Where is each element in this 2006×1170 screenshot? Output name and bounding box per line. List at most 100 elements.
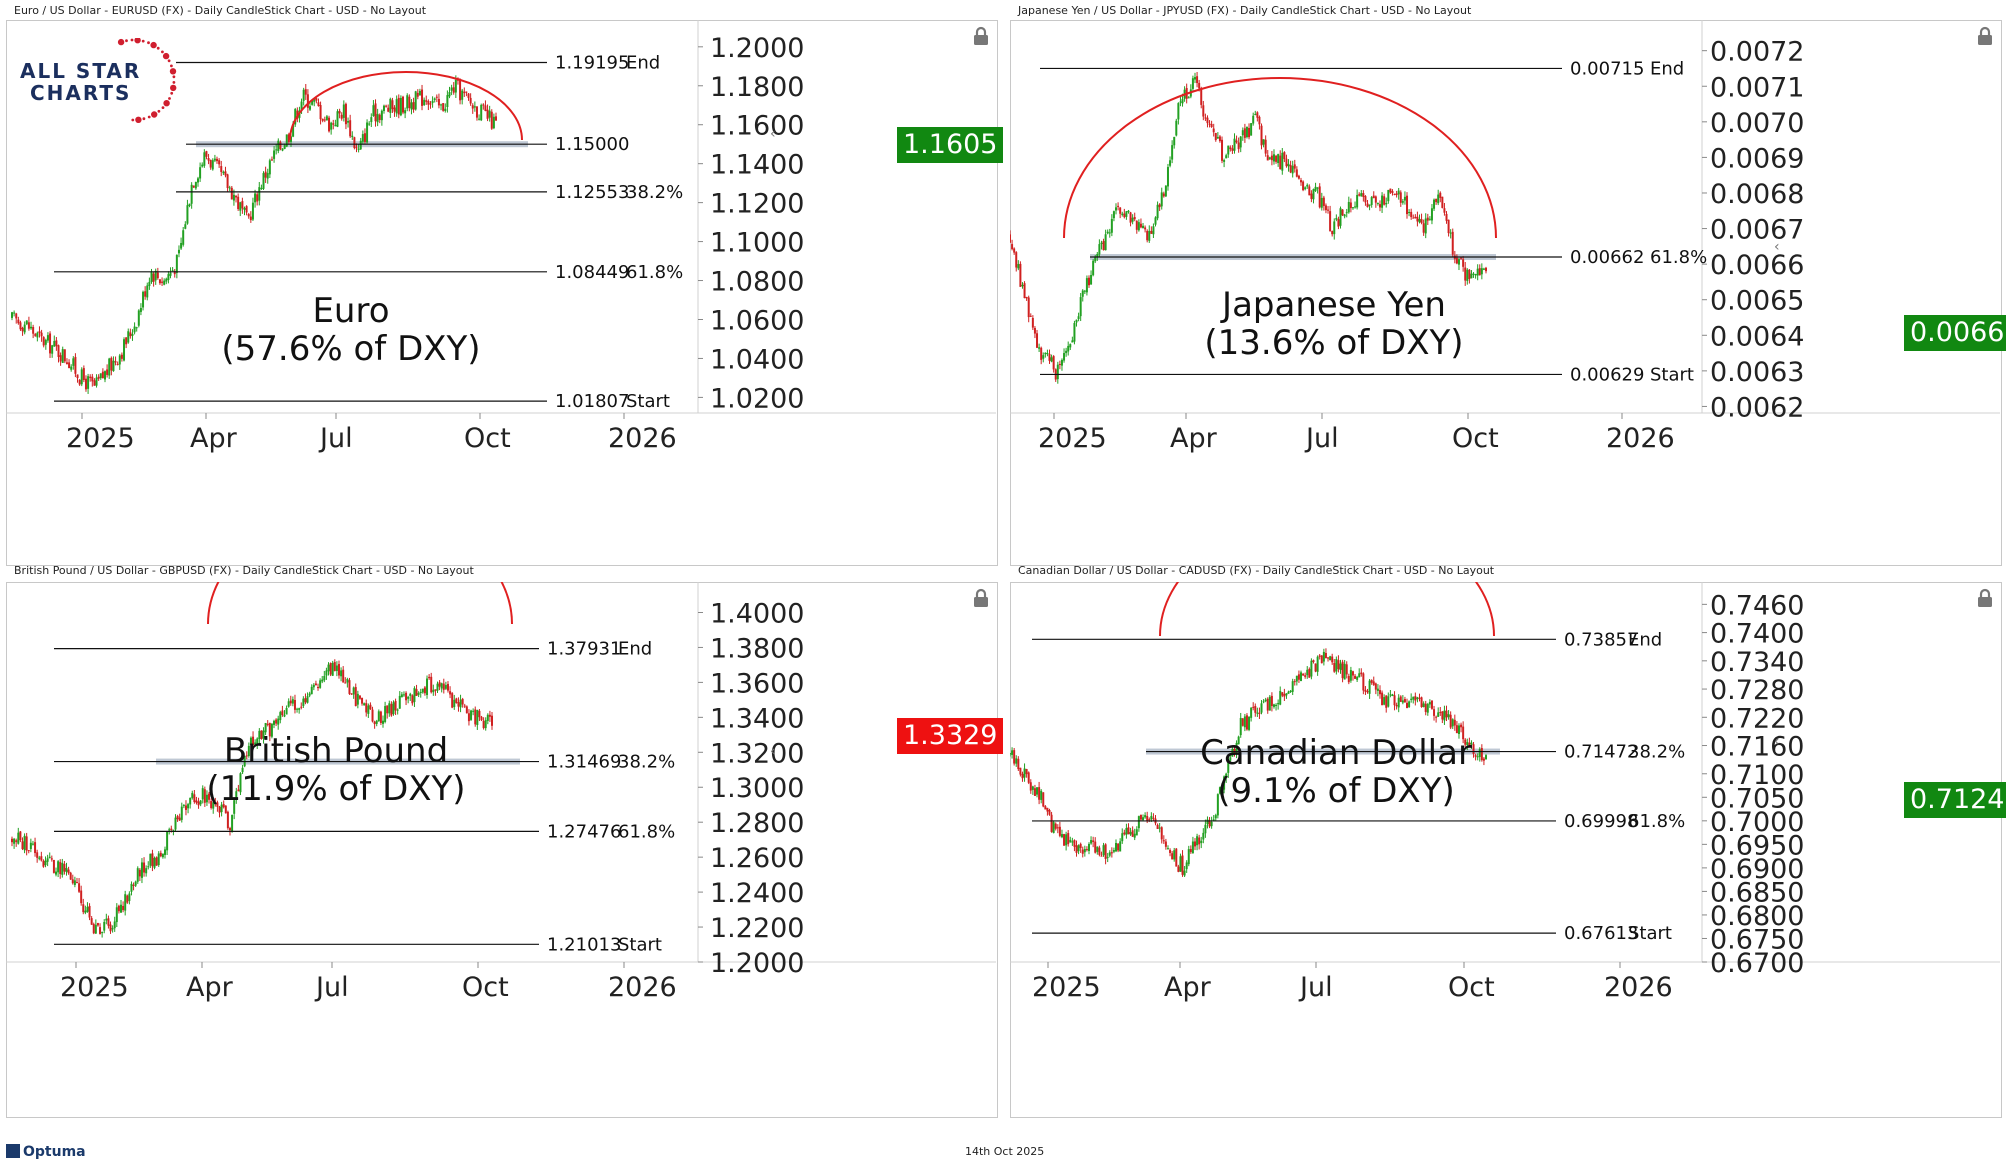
candle <box>1335 214 1338 222</box>
lock-icon[interactable] <box>1976 26 1994 46</box>
candle <box>80 367 83 387</box>
candle <box>176 814 179 822</box>
candle <box>377 709 380 722</box>
candle <box>86 902 89 913</box>
candle-body <box>1127 827 1130 835</box>
candle <box>1223 158 1226 168</box>
candle-body <box>51 345 54 354</box>
logo-star <box>167 59 171 63</box>
chevron-left-icon[interactable]: ‹ <box>770 744 776 760</box>
candle <box>279 140 282 151</box>
candle-body <box>133 326 136 333</box>
candle <box>1378 200 1381 212</box>
candle-body <box>476 709 479 726</box>
candle-body <box>1368 204 1371 206</box>
candle <box>114 356 117 366</box>
candle <box>484 717 487 731</box>
candle <box>218 158 221 168</box>
candle-body <box>1212 128 1215 133</box>
candle-body <box>308 693 311 696</box>
candle-body <box>1250 123 1253 136</box>
candle <box>332 119 335 130</box>
candle-body <box>57 861 60 873</box>
candle-body <box>140 862 143 878</box>
candle <box>59 352 62 366</box>
candle-body <box>328 117 331 132</box>
level-tag-label: End <box>618 639 652 660</box>
candle-body <box>1235 742 1238 754</box>
candle <box>416 89 419 100</box>
candle-body <box>1063 353 1066 361</box>
candle <box>421 84 424 111</box>
chevron-left-icon[interactable]: ‹ <box>1774 239 1780 255</box>
x-tick-label: Apr <box>186 972 234 1003</box>
candle-body <box>1223 776 1226 790</box>
candle-body <box>334 124 337 127</box>
candle <box>1424 700 1427 716</box>
candle-body <box>287 701 290 707</box>
candle <box>470 709 473 721</box>
candle-body <box>1447 714 1450 718</box>
candle <box>1110 847 1113 858</box>
candle <box>463 87 466 97</box>
candle <box>1189 845 1192 854</box>
candle-body <box>1102 845 1105 856</box>
candle-body <box>1354 206 1357 208</box>
candle-body <box>57 345 60 357</box>
lock-icon[interactable] <box>1976 588 1994 608</box>
candle-body <box>184 224 187 229</box>
candle <box>1275 154 1278 164</box>
plot-area[interactable] <box>6 20 998 566</box>
candle-body <box>1302 673 1305 676</box>
candle-body <box>75 882 78 884</box>
candle <box>1029 779 1032 794</box>
candle-body <box>1403 196 1406 201</box>
candle <box>1160 187 1163 210</box>
candle-body <box>1090 275 1093 285</box>
level-tag-label: End <box>1650 58 1684 79</box>
candle-body <box>1040 347 1043 360</box>
lock-icon[interactable] <box>972 588 990 608</box>
candle-body <box>397 97 400 115</box>
candle <box>88 903 91 921</box>
x-tick-label: 2025 <box>1038 423 1107 454</box>
candle-body <box>486 109 489 119</box>
candle <box>1337 655 1340 673</box>
candle-body <box>136 868 139 882</box>
candle <box>302 87 305 106</box>
candle <box>103 919 106 934</box>
candle-body <box>1316 187 1319 189</box>
candle <box>161 277 164 287</box>
lock-icon[interactable] <box>972 26 990 46</box>
candle <box>473 101 476 112</box>
y-tick-label: 1.3000 <box>710 773 804 804</box>
plot-area[interactable] <box>1010 20 2002 566</box>
candle-body <box>228 828 231 831</box>
candle-body <box>1042 355 1045 359</box>
candle <box>120 352 123 362</box>
candle <box>266 720 269 727</box>
candle-body <box>161 281 164 283</box>
chevron-left-icon[interactable]: ‹ <box>1774 734 1780 750</box>
candle-body <box>118 355 121 365</box>
candle <box>1010 230 1011 243</box>
candle <box>171 267 174 272</box>
candle <box>1482 267 1485 271</box>
candle <box>323 670 326 683</box>
candle <box>1115 203 1118 215</box>
candle <box>1131 214 1134 225</box>
candle <box>346 677 349 688</box>
candle <box>1133 212 1136 222</box>
candle-body <box>1031 786 1034 790</box>
candle <box>394 698 397 716</box>
candle <box>1302 672 1305 677</box>
plot-area[interactable] <box>6 582 998 1118</box>
y-tick-label: 0.0070 <box>1710 108 1804 139</box>
candle <box>1468 737 1471 747</box>
candle <box>1098 239 1101 258</box>
chevron-left-icon[interactable]: ‹ <box>770 126 776 142</box>
level-tag-label: Start <box>1628 923 1672 944</box>
candle-body <box>1013 750 1016 764</box>
candle <box>1272 149 1275 165</box>
candle-body <box>19 322 22 330</box>
